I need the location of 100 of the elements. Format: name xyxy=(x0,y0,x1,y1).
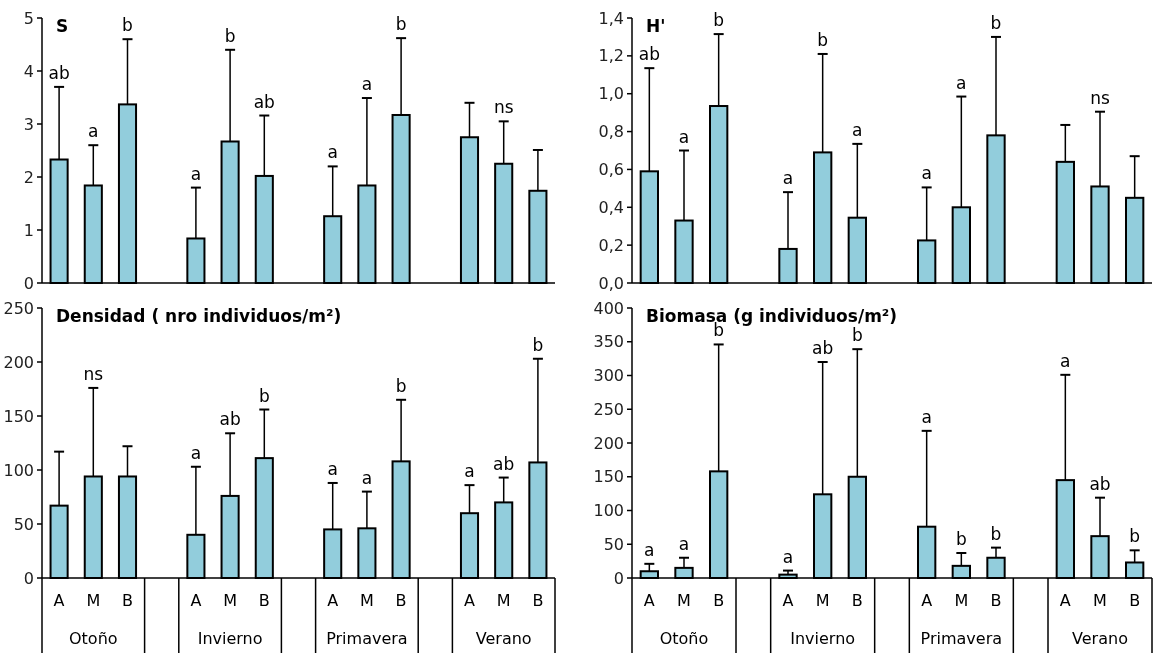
y-tick-label: 1,0 xyxy=(598,84,624,104)
annotation: b xyxy=(395,375,407,396)
y-tick-label: 3 xyxy=(23,114,34,134)
x-tick-label: B xyxy=(122,591,133,610)
y-tick-label: 300 xyxy=(593,366,624,386)
annotation: ab xyxy=(253,91,275,112)
annotation: b xyxy=(224,25,236,46)
chart-title: H' xyxy=(646,16,666,36)
text: Primavera xyxy=(920,629,1003,648)
text: Otoño xyxy=(659,629,709,648)
annotation: ns xyxy=(83,363,104,384)
annotation: b xyxy=(713,10,725,31)
annotation: ab xyxy=(638,44,660,65)
annotation: a xyxy=(361,74,373,95)
annotation: a xyxy=(327,458,338,479)
y-tick-label: 1,4 xyxy=(598,8,624,28)
annotation: a xyxy=(921,406,932,427)
x-tick-label: B xyxy=(258,591,270,610)
annotation: b xyxy=(851,325,863,346)
y-tick-label: 1,2 xyxy=(598,46,624,66)
annotation: b xyxy=(955,529,967,550)
y-tick-label: 200 xyxy=(593,433,624,453)
x-tick-label: A xyxy=(53,591,65,610)
y-tick-label: 5 xyxy=(23,8,34,28)
annotation: a xyxy=(782,168,794,189)
annotation: a xyxy=(678,533,690,554)
annotation: ab xyxy=(48,62,70,83)
annotation: b xyxy=(817,29,829,50)
text: Otoño xyxy=(69,629,118,648)
text: Verano xyxy=(1072,629,1128,648)
x-tick-label: B xyxy=(713,591,725,610)
x-tick-label: M xyxy=(359,591,374,610)
x-tick-label: B xyxy=(1129,591,1141,610)
x-tick-label: A xyxy=(464,591,476,610)
annotation: ab xyxy=(1089,473,1111,494)
x-tick-label: M xyxy=(1093,591,1107,610)
annotation: b xyxy=(990,523,1002,544)
x-tick-label: A xyxy=(782,591,794,610)
annotation: a xyxy=(88,121,99,142)
x-tick-label: M xyxy=(86,591,101,610)
annotation: b xyxy=(1129,526,1141,547)
y-tick-label: 0 xyxy=(23,568,34,588)
x-tick-label: M xyxy=(954,591,969,610)
annotation: a xyxy=(190,163,202,184)
y-tick-label: 0,8 xyxy=(598,122,624,142)
text: Verano xyxy=(475,629,532,648)
annotation: a xyxy=(361,467,373,488)
y-tick-label: 0,2 xyxy=(598,235,624,255)
y-tick-label: 0,6 xyxy=(598,160,624,180)
annotation: a xyxy=(921,163,932,184)
annotation: ns xyxy=(493,97,514,118)
text: Primavera xyxy=(326,629,408,648)
annotation: ns xyxy=(1090,87,1110,108)
y-tick-label: 400 xyxy=(593,298,624,318)
x-tick-label: A xyxy=(1059,591,1071,610)
x-tick-label: B xyxy=(990,591,1002,610)
x-tick-label: A xyxy=(921,591,933,610)
annotation: b xyxy=(532,334,544,355)
annotation: b xyxy=(395,14,407,35)
x-tick-label: M xyxy=(677,591,691,610)
y-tick-label: 1 xyxy=(23,220,34,240)
annotation: ab xyxy=(219,409,241,430)
y-tick-label: 0 xyxy=(613,568,624,588)
x-tick-label: A xyxy=(643,591,655,610)
y-tick-label: 50 xyxy=(603,534,624,554)
x-tick-label: B xyxy=(532,591,544,610)
annotation: a xyxy=(190,442,202,463)
y-tick-label: 4 xyxy=(23,61,34,81)
annotation: ab xyxy=(493,453,515,474)
y-tick-label: 100 xyxy=(3,460,34,480)
chart-title: Densidad ( nro individuos/m²) xyxy=(56,306,342,326)
annotation: a xyxy=(956,72,967,93)
y-tick-label: 50 xyxy=(13,514,34,534)
annotation: a xyxy=(852,119,863,140)
annotation: a xyxy=(464,461,475,482)
x-tick-label: M xyxy=(496,591,511,610)
y-tick-label: 350 xyxy=(593,332,624,352)
y-tick-label: 150 xyxy=(3,406,34,426)
annotation: a xyxy=(678,126,690,147)
annotation: b xyxy=(990,12,1002,33)
x-tick-label: B xyxy=(851,591,863,610)
annotation: a xyxy=(327,142,338,163)
annotation: b xyxy=(122,15,133,36)
x-tick-label: M xyxy=(815,591,830,610)
y-tick-label: 200 xyxy=(3,352,34,372)
x-tick-label: A xyxy=(190,591,202,610)
chart-title: S xyxy=(56,16,69,36)
x-tick-label: M xyxy=(223,591,238,610)
annotation: ab xyxy=(812,338,834,358)
annotation: b xyxy=(258,385,270,406)
y-tick-label: 0,4 xyxy=(598,197,624,217)
text: Invierno xyxy=(197,629,263,648)
x-tick-label: B xyxy=(395,591,407,610)
y-tick-label: 150 xyxy=(593,467,624,487)
annotation: a xyxy=(644,539,655,560)
y-tick-label: 0 xyxy=(23,273,34,293)
x-tick-label: A xyxy=(327,591,339,610)
annotation: a xyxy=(1060,350,1071,371)
y-tick-label: 0,0 xyxy=(598,273,624,293)
annotation: a xyxy=(782,546,794,567)
